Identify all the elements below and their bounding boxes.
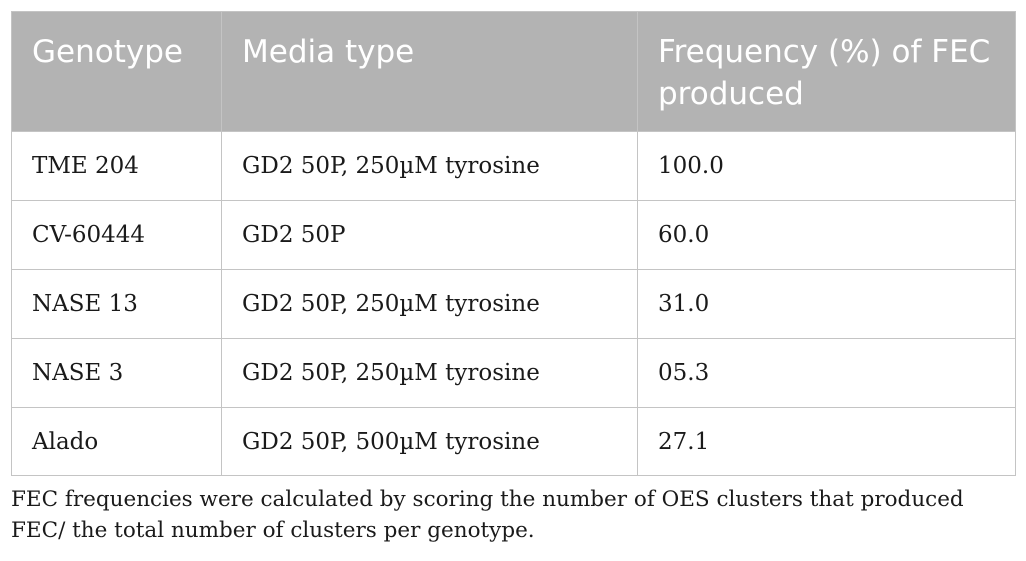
table-footnote: FEC frequencies were calculated by scori…	[11, 487, 964, 543]
cell-media-type: GD2 50P, 250µM tyrosine	[221, 269, 638, 339]
table-row: Alado GD2 50P, 500µM tyrosine 27.1	[11, 407, 1016, 476]
table-row: TME 204 GD2 50P, 250µM tyrosine 100.0	[11, 131, 1016, 201]
fec-frequency-table: Genotype Media type Frequency (%) of FEC…	[11, 11, 1016, 476]
cell-frequency: 100.0	[637, 131, 1016, 201]
cell-media-type: GD2 50P	[221, 200, 638, 270]
header-frequency: Frequency (%) of FEC produced	[637, 11, 1016, 132]
cell-genotype: NASE 3	[11, 338, 222, 408]
cell-genotype: NASE 13	[11, 269, 222, 339]
cell-genotype: CV-60444	[11, 200, 222, 270]
cell-frequency: 31.0	[637, 269, 1016, 339]
table-row: NASE 13 GD2 50P, 250µM tyrosine 31.0	[11, 269, 1016, 339]
cell-frequency: 05.3	[637, 338, 1016, 408]
data-table-container: Genotype Media type Frequency (%) of FEC…	[11, 11, 1016, 476]
table-header-row: Genotype Media type Frequency (%) of FEC…	[11, 11, 1016, 132]
table-row: NASE 3 GD2 50P, 250µM tyrosine 05.3	[11, 338, 1016, 408]
cell-media-type: GD2 50P, 250µM tyrosine	[221, 338, 638, 408]
cell-genotype: Alado	[11, 407, 222, 476]
cell-frequency: 27.1	[637, 407, 1016, 476]
table-row: CV-60444 GD2 50P 60.0	[11, 200, 1016, 270]
cell-frequency: 60.0	[637, 200, 1016, 270]
cell-media-type: GD2 50P, 500µM tyrosine	[221, 407, 638, 476]
cell-media-type: GD2 50P, 250µM tyrosine	[221, 131, 638, 201]
header-media-type: Media type	[221, 11, 638, 132]
cell-genotype: TME 204	[11, 131, 222, 201]
header-genotype: Genotype	[11, 11, 222, 132]
